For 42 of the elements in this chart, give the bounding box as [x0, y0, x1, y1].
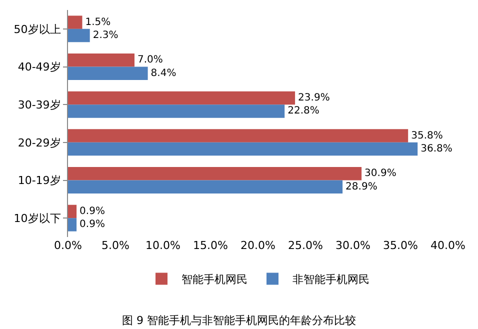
x-tick-label: 30.0%: [336, 239, 370, 252]
y-tick-label: 10-19岁: [18, 174, 61, 188]
y-tick-label: 50岁以上: [14, 22, 61, 36]
data-label: 1.5%: [85, 16, 111, 28]
legend-label: 非智能手机网民: [292, 273, 370, 286]
legend-label: 智能手机网民: [182, 273, 248, 286]
bar: [68, 129, 408, 142]
x-tick-label: 40.0%: [430, 239, 466, 252]
text: 图 9 智能手机与非智能手机网民的年龄分布比较: [122, 314, 356, 328]
x-tick-label: 0.0%: [54, 239, 82, 252]
data-label: 22.8%: [288, 106, 320, 117]
x-tick-label: 10.0%: [146, 239, 180, 252]
bar: [68, 91, 296, 105]
bar: [68, 180, 343, 194]
bar: [68, 218, 77, 232]
data-label: 30.9%: [364, 168, 396, 180]
bar: [68, 167, 362, 180]
bar: [68, 66, 148, 80]
bar: [68, 16, 82, 29]
x-tick-label: 5.0%: [102, 239, 130, 252]
data-label: 23.9%: [298, 92, 330, 104]
x-tick-label: 15.0%: [193, 239, 228, 252]
bar: [68, 28, 90, 42]
x-tick-label: 35.0%: [383, 239, 418, 252]
x-tick-label: 20.0%: [240, 239, 276, 252]
y-tick-label: 30-39岁: [18, 98, 61, 112]
bar: [68, 142, 418, 156]
data-label: 7.0%: [138, 54, 163, 66]
data-label: 36.8%: [420, 144, 452, 155]
data-label: 0.9%: [80, 219, 105, 230]
data-label: 8.4%: [150, 68, 176, 79]
data-label: 35.8%: [411, 130, 443, 142]
data-label: 28.9%: [346, 181, 378, 192]
data-label: 2.3%: [92, 30, 118, 42]
y-tick-label: 10岁以下: [14, 212, 61, 225]
bar: [68, 104, 285, 118]
y-tick-label: 40-49岁: [18, 60, 61, 74]
y-tick-label: 20-29岁: [18, 136, 61, 150]
bar: [68, 54, 134, 67]
x-tick-label: 25.0%: [288, 239, 323, 252]
data-label: 0.9%: [80, 206, 105, 217]
bar: [68, 204, 77, 218]
